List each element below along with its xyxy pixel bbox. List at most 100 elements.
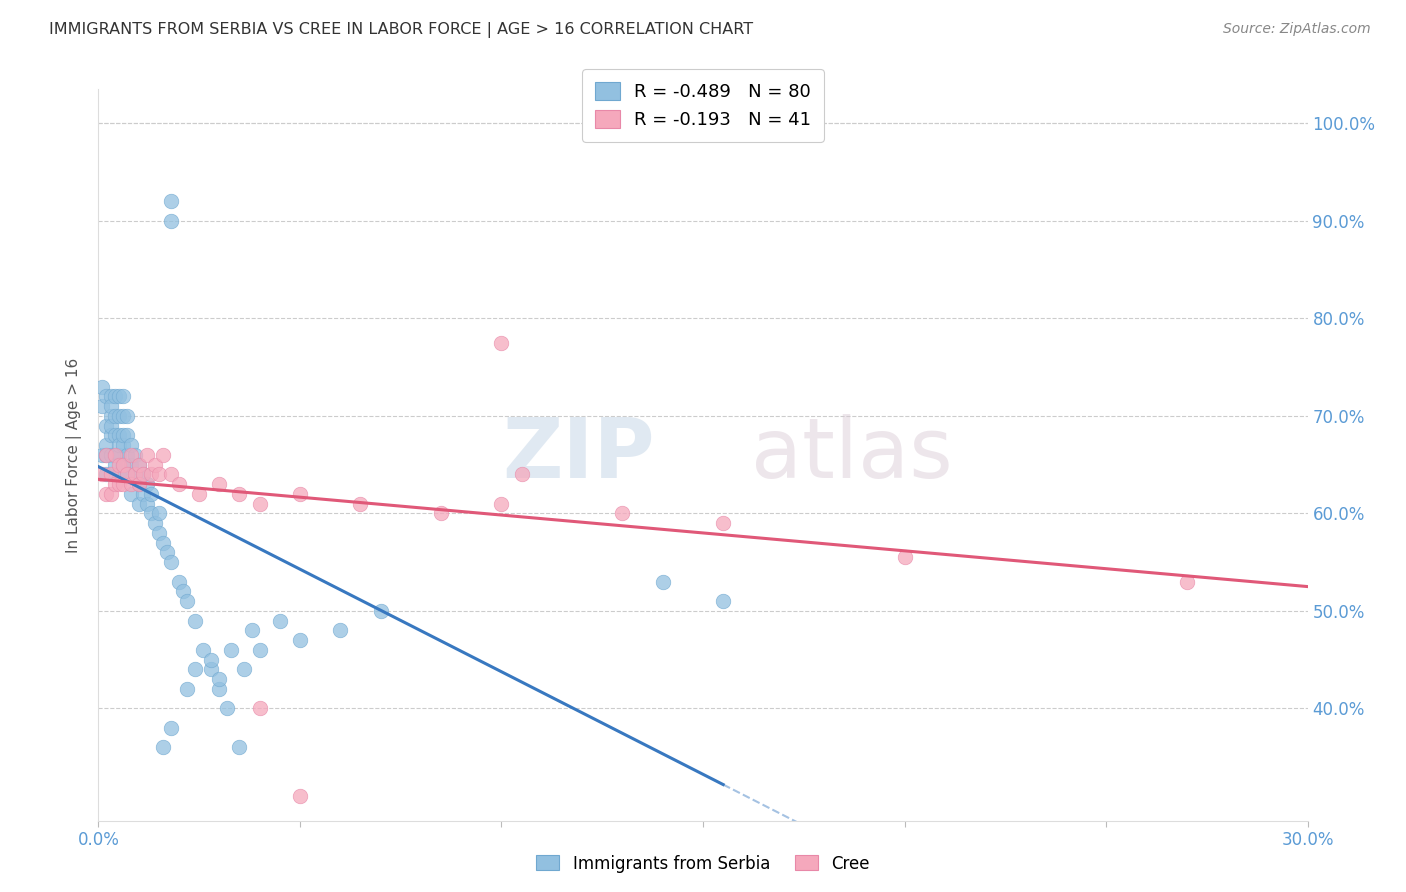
Point <box>228 740 250 755</box>
Point <box>135 497 157 511</box>
Point <box>193 643 215 657</box>
Point <box>103 389 125 403</box>
Point <box>100 418 122 433</box>
Point <box>111 428 134 442</box>
Point <box>100 399 122 413</box>
Point <box>107 389 129 403</box>
Point <box>100 428 122 442</box>
Point <box>208 672 231 686</box>
Point <box>249 643 271 657</box>
Point <box>120 438 142 452</box>
Point <box>152 535 174 549</box>
Point <box>111 438 134 452</box>
Point <box>491 497 513 511</box>
Point <box>120 487 142 501</box>
Point <box>711 594 734 608</box>
Point <box>96 389 118 403</box>
Point <box>111 389 134 403</box>
Point <box>370 604 392 618</box>
Point <box>143 516 166 531</box>
Point <box>132 467 155 482</box>
Point <box>269 614 291 628</box>
Point <box>111 409 134 423</box>
Point <box>249 497 271 511</box>
Point <box>288 487 311 501</box>
Point <box>96 487 118 501</box>
Point <box>128 458 150 472</box>
Y-axis label: In Labor Force | Age > 16: In Labor Force | Age > 16 <box>66 358 83 552</box>
Point <box>232 663 254 677</box>
Point <box>96 448 118 462</box>
Text: IMMIGRANTS FROM SERBIA VS CREE IN LABOR FORCE | AGE > 16 CORRELATION CHART: IMMIGRANTS FROM SERBIA VS CREE IN LABOR … <box>49 22 754 38</box>
Point <box>612 507 634 521</box>
Point <box>329 624 352 638</box>
Point <box>107 458 129 472</box>
Point <box>135 448 157 462</box>
Point <box>217 701 239 715</box>
Point <box>132 487 155 501</box>
Point <box>184 614 207 628</box>
Point <box>120 477 142 491</box>
Point <box>139 507 162 521</box>
Point <box>91 448 114 462</box>
Point <box>115 467 138 482</box>
Point <box>148 467 170 482</box>
Point <box>100 409 122 423</box>
Point <box>200 653 222 667</box>
Point <box>96 467 118 482</box>
Point <box>208 477 231 491</box>
Point <box>111 458 134 472</box>
Point <box>100 467 122 482</box>
Point <box>152 740 174 755</box>
Point <box>167 477 190 491</box>
Point <box>124 448 146 462</box>
Point <box>160 214 183 228</box>
Point <box>176 594 198 608</box>
Point <box>288 633 311 648</box>
Point <box>135 477 157 491</box>
Point <box>107 438 129 452</box>
Point <box>143 458 166 472</box>
Point <box>249 701 271 715</box>
Point <box>96 448 118 462</box>
Point <box>115 409 138 423</box>
Point <box>172 584 194 599</box>
Point <box>491 335 513 350</box>
Point <box>132 467 155 482</box>
Point <box>139 467 162 482</box>
Point <box>128 497 150 511</box>
Point <box>167 574 190 589</box>
Point <box>711 516 734 531</box>
Point <box>91 467 114 482</box>
Point <box>111 477 134 491</box>
Point <box>228 487 250 501</box>
Point <box>184 663 207 677</box>
Point <box>115 448 138 462</box>
Point <box>100 389 122 403</box>
Point <box>91 399 114 413</box>
Point <box>120 458 142 472</box>
Point <box>107 477 129 491</box>
Point <box>91 379 114 393</box>
Point <box>115 467 138 482</box>
Point <box>188 487 211 501</box>
Point <box>100 487 122 501</box>
Point <box>288 789 311 804</box>
Point <box>148 525 170 540</box>
Text: Source: ZipAtlas.com: Source: ZipAtlas.com <box>1223 22 1371 37</box>
Point <box>148 507 170 521</box>
Point <box>103 428 125 442</box>
Point <box>103 448 125 462</box>
Point <box>107 448 129 462</box>
Point <box>200 663 222 677</box>
Point <box>107 467 129 482</box>
Point <box>160 467 183 482</box>
Point <box>221 643 243 657</box>
Point <box>160 555 183 569</box>
Point <box>160 721 183 735</box>
Point <box>430 507 453 521</box>
Point <box>124 467 146 482</box>
Point <box>651 574 673 589</box>
Point <box>152 448 174 462</box>
Legend: Immigrants from Serbia, Cree: Immigrants from Serbia, Cree <box>529 848 877 880</box>
